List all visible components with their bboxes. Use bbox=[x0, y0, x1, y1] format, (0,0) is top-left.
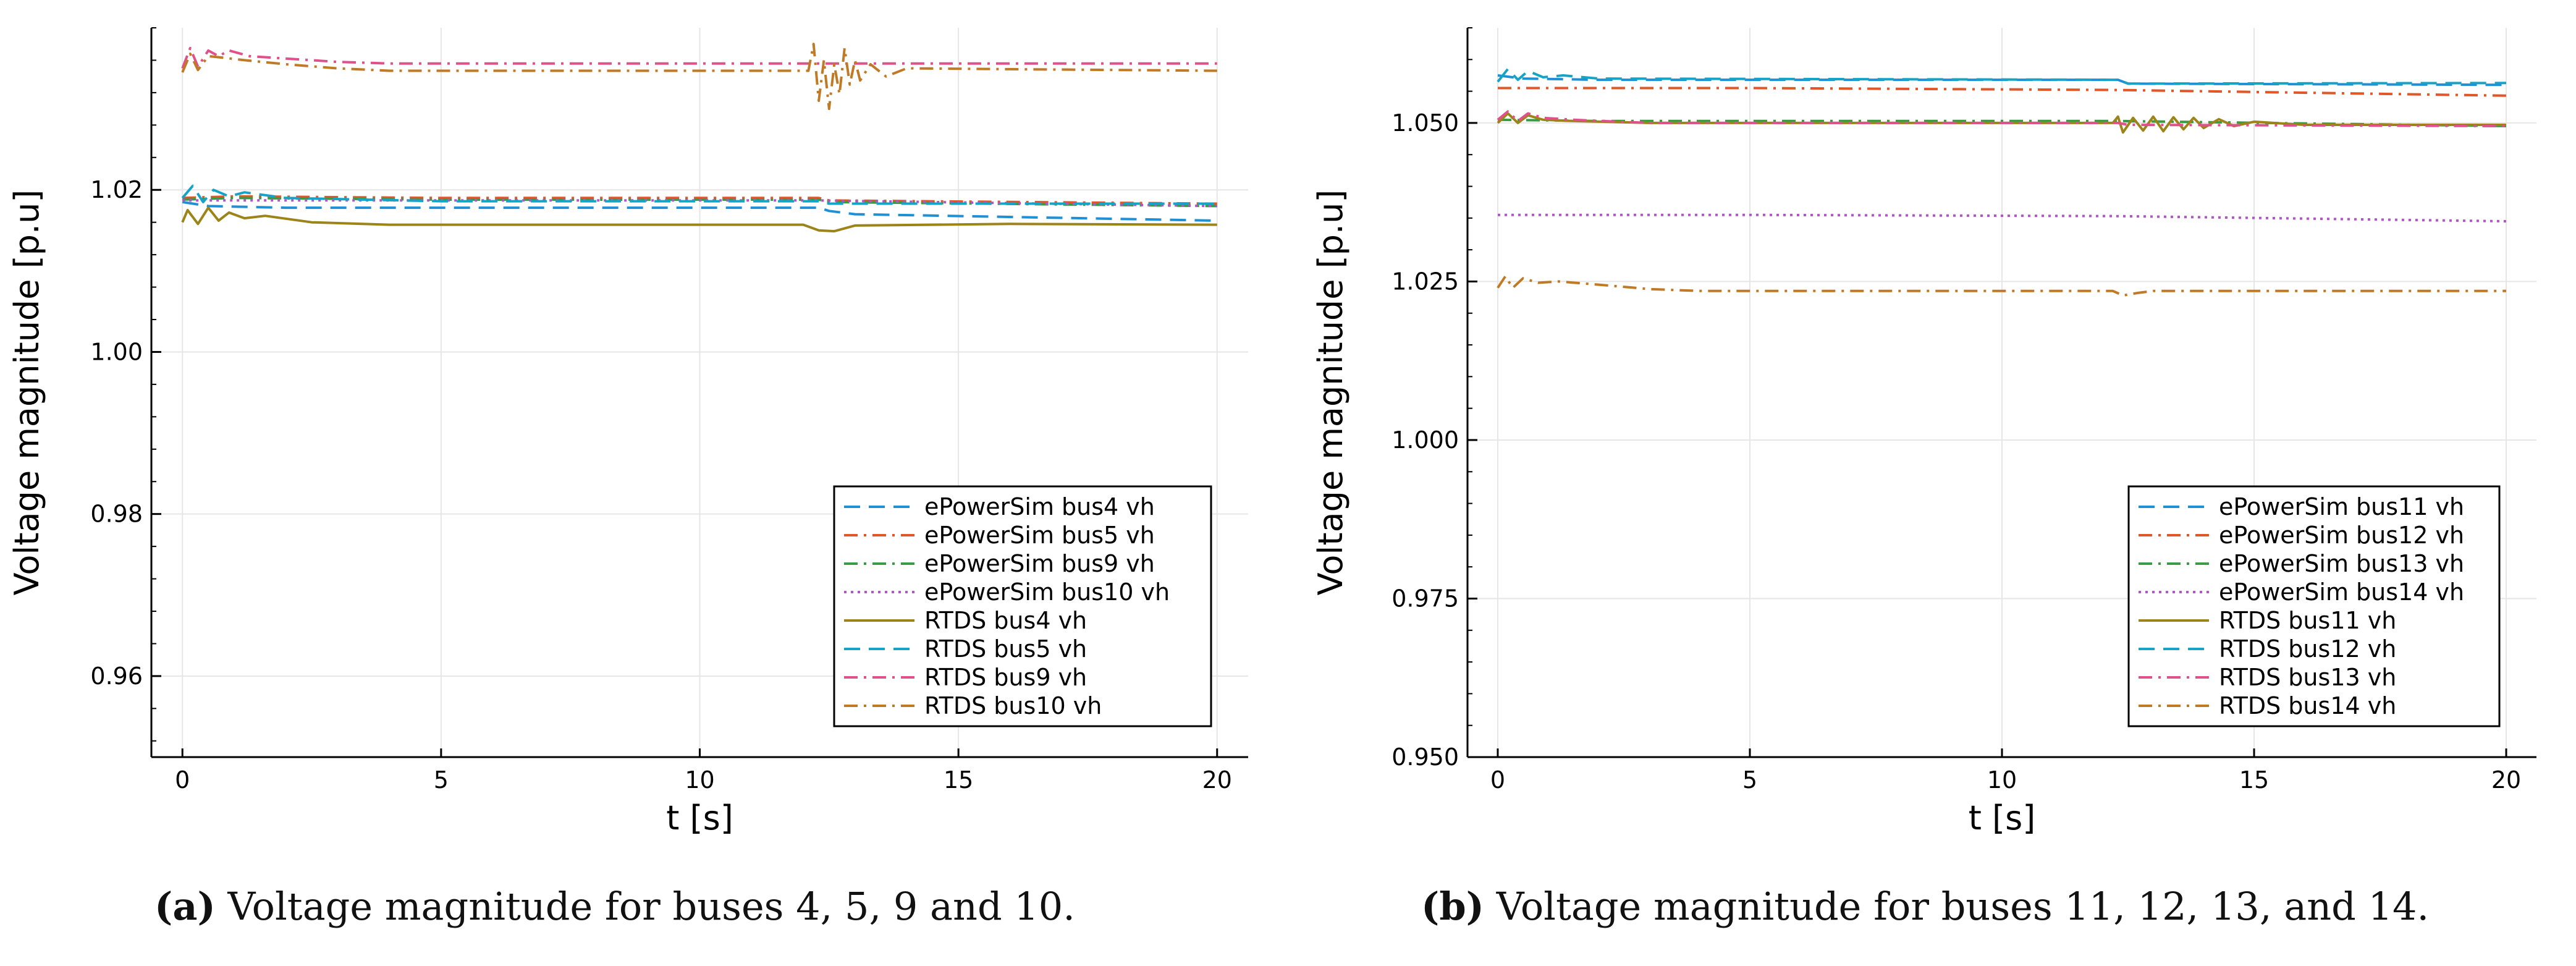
y-tick-label: 1.000 bbox=[1391, 426, 1459, 454]
legend-label: ePowerSim bus5 vh bbox=[924, 522, 1155, 549]
legend-label: RTDS bus9 vh bbox=[924, 664, 1087, 691]
legend-label: ePowerSim bus12 vh bbox=[2219, 522, 2464, 549]
y-tick-label: 0.98 bbox=[90, 501, 143, 528]
y-tick-label: 0.975 bbox=[1391, 585, 1459, 612]
y-tick-label: 1.00 bbox=[90, 338, 143, 365]
x-tick-label: 5 bbox=[1742, 766, 1757, 794]
legend-label: RTDS bus10 vh bbox=[924, 692, 1102, 719]
legend-label: ePowerSim bus4 vh bbox=[924, 493, 1155, 520]
series-line-5 bbox=[1497, 112, 2506, 134]
chart-a: 0 5 10 15 20 0.96 0.98 1.00 1.02 t [s] Voltage mag… bbox=[7, 27, 1248, 837]
y-tick-label: 0.96 bbox=[90, 663, 143, 690]
y-tick-label: 1.025 bbox=[1391, 268, 1459, 295]
x-tick-label: 15 bbox=[944, 766, 973, 794]
legend-label: ePowerSim bus14 vh bbox=[2219, 578, 2464, 606]
caption-b: (b) Voltage magnitude for buses 11, 12, … bbox=[1421, 884, 2429, 929]
caption-b-text: Voltage magnitude for buses 11, 12, 13, … bbox=[1484, 884, 2430, 929]
x-axis-label: t [s] bbox=[1969, 799, 2036, 837]
x-tick-label: 0 bbox=[175, 766, 190, 794]
legend-box bbox=[2127, 485, 2501, 727]
legend-label: RTDS bus11 vh bbox=[2219, 607, 2396, 634]
legend-label: ePowerSim bus13 vh bbox=[2219, 550, 2464, 577]
caption-a-label: (a) bbox=[154, 884, 216, 929]
x-tick-label: 20 bbox=[1202, 766, 1232, 794]
x-axis-label: t [s] bbox=[666, 799, 733, 837]
legend-label: RTDS bus5 vh bbox=[924, 635, 1087, 663]
y-axis-label: Voltage magnitude [p.u] bbox=[7, 190, 46, 596]
x-tick-label: 15 bbox=[2239, 766, 2269, 794]
x-tick-label: 0 bbox=[1490, 766, 1505, 794]
caption-b-label: (b) bbox=[1421, 884, 1485, 929]
series-line-7 bbox=[1497, 110, 2507, 127]
legend-label: ePowerSim bus9 vh bbox=[924, 550, 1155, 577]
legend-label: ePowerSim bus10 vh bbox=[924, 578, 1170, 606]
y-tick-label: 1.050 bbox=[1391, 109, 1459, 137]
caption-a: (a) Voltage magnitude for buses 4, 5, 9 … bbox=[154, 884, 1075, 929]
series-line-5 bbox=[181, 206, 1217, 233]
y-tick-label: 1.02 bbox=[90, 176, 143, 203]
legend-box bbox=[833, 485, 1212, 727]
series-line-6 bbox=[181, 184, 1217, 205]
x-tick-label: 10 bbox=[685, 766, 714, 794]
series-line-1 bbox=[182, 200, 1217, 222]
x-tick-label: 10 bbox=[1987, 766, 2017, 794]
y-tick-label: 0.950 bbox=[1391, 744, 1459, 771]
chart-b: 0 5 10 15 20 0.950 0.975 1.000 1.025 1.050 t [s] Vo… bbox=[1311, 27, 2536, 837]
series-line-4 bbox=[182, 199, 1217, 208]
series-line-8 bbox=[1497, 275, 2506, 297]
legend-label: RTDS bus12 vh bbox=[2219, 635, 2396, 663]
x-tick-label: 5 bbox=[434, 766, 449, 794]
legend-label: RTDS bus13 vh bbox=[2219, 664, 2396, 691]
series-line-2 bbox=[1498, 87, 2507, 97]
series-line-8 bbox=[181, 43, 1217, 111]
legend-label: ePowerSim bus11 vh bbox=[2219, 493, 2464, 520]
legend-label: RTDS bus4 vh bbox=[924, 607, 1087, 634]
series-line-2 bbox=[182, 195, 1217, 205]
series-line-4 bbox=[1498, 213, 2507, 222]
x-tick-label: 20 bbox=[2491, 766, 2521, 794]
y-axis-label: Voltage magnitude [p.u] bbox=[1311, 190, 1350, 596]
legend-label: RTDS bus14 vh bbox=[2219, 692, 2396, 719]
series-line-3 bbox=[182, 197, 1217, 208]
series-line-7 bbox=[181, 46, 1217, 69]
caption-a-text: Voltage magnitude for buses 4, 5, 9 and … bbox=[215, 884, 1075, 929]
